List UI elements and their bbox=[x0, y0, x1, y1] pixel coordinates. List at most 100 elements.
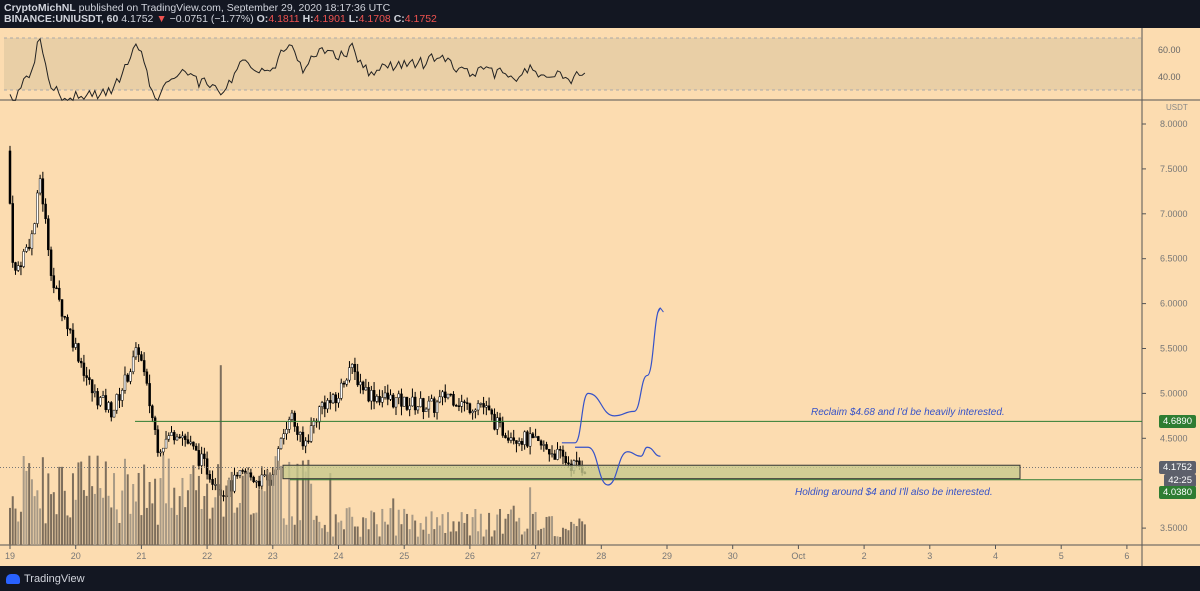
volume-bar bbox=[96, 455, 99, 545]
volume-bar bbox=[126, 474, 129, 545]
candle bbox=[30, 233, 34, 249]
candle bbox=[263, 474, 266, 476]
countdown-label: 42:25 bbox=[1164, 474, 1196, 487]
volume-bar bbox=[507, 513, 510, 545]
volume-bar bbox=[236, 507, 239, 545]
candle bbox=[389, 394, 392, 400]
volume-bar bbox=[581, 521, 584, 545]
tradingview-logo-icon[interactable] bbox=[6, 573, 20, 584]
candle bbox=[90, 379, 94, 394]
volume-bar bbox=[348, 507, 351, 545]
volume-bar bbox=[551, 516, 554, 545]
volume-bar bbox=[241, 475, 244, 545]
candle bbox=[233, 474, 236, 492]
candle bbox=[129, 371, 132, 382]
footer: TradingView bbox=[0, 566, 1200, 591]
volume-bar bbox=[167, 458, 170, 545]
volume-bar bbox=[214, 497, 217, 545]
candle bbox=[74, 343, 77, 348]
y-tick-label: 7.0000 bbox=[1160, 209, 1188, 219]
candle bbox=[279, 438, 283, 449]
volume-bar bbox=[526, 528, 529, 545]
candle bbox=[63, 316, 66, 318]
candle bbox=[44, 203, 47, 220]
volume-bar bbox=[238, 502, 241, 545]
candle bbox=[301, 431, 305, 447]
volume-bar bbox=[504, 518, 507, 545]
candle bbox=[550, 453, 554, 456]
candle bbox=[200, 453, 203, 466]
volume-bar bbox=[353, 526, 356, 545]
volume-bar bbox=[85, 495, 88, 545]
symbol[interactable]: BINANCE:UNIUSDT, 60 bbox=[4, 13, 119, 25]
candle bbox=[85, 375, 88, 378]
candle bbox=[159, 451, 162, 454]
candle bbox=[293, 412, 296, 427]
price-chart[interactable]: 8.0000 7.5000 7.0000 6.5000 6.0000 5.5000 5.00… bbox=[0, 0, 1200, 566]
candle bbox=[350, 363, 354, 368]
volume-bar bbox=[548, 516, 551, 545]
volume-bar bbox=[301, 460, 304, 545]
candle bbox=[444, 391, 447, 399]
volume-bar bbox=[359, 536, 362, 545]
brand[interactable]: TradingView bbox=[24, 572, 85, 585]
volume-bar bbox=[129, 513, 132, 545]
volume-bar bbox=[113, 473, 116, 545]
volume-bar bbox=[88, 455, 91, 545]
volume-bar bbox=[578, 518, 581, 545]
rsi-60-label: 60.00 bbox=[1158, 45, 1181, 55]
volume-bar bbox=[33, 496, 36, 545]
volume-bar bbox=[280, 465, 283, 545]
candle bbox=[19, 265, 23, 267]
candle bbox=[394, 397, 398, 408]
volume-bar bbox=[342, 529, 345, 545]
volume-bar bbox=[518, 517, 521, 545]
y-tick-label: 3.5000 bbox=[1160, 523, 1188, 533]
x-tick-label: 25 bbox=[399, 551, 409, 561]
volume-bar bbox=[148, 482, 151, 545]
candle bbox=[68, 328, 72, 331]
candle bbox=[96, 391, 99, 406]
x-tick-label: 2 bbox=[862, 551, 867, 561]
candle bbox=[49, 249, 53, 276]
volume-bar bbox=[274, 456, 277, 545]
y-tick-label: 6.5000 bbox=[1160, 254, 1188, 264]
volume-bar bbox=[570, 521, 573, 545]
high-value: 4.1901 bbox=[313, 13, 346, 25]
volume-bar bbox=[80, 461, 83, 545]
candle bbox=[25, 246, 28, 252]
holding-note: Holding around $4 and I'll also be inter… bbox=[795, 487, 993, 498]
c-label: C: bbox=[393, 13, 405, 25]
candle bbox=[33, 223, 36, 235]
volume-bar bbox=[468, 535, 471, 545]
volume-bar bbox=[493, 530, 496, 545]
volume-bar bbox=[269, 472, 272, 545]
volume-bar bbox=[436, 517, 439, 545]
candle bbox=[134, 347, 138, 358]
volume-bar bbox=[375, 524, 378, 545]
candle bbox=[66, 316, 69, 330]
volume-bar bbox=[441, 514, 444, 545]
volume-bar bbox=[25, 470, 28, 545]
volume-bar bbox=[93, 493, 96, 545]
volume-bar bbox=[22, 456, 25, 545]
volume-bar bbox=[463, 522, 466, 545]
volume-bar bbox=[332, 536, 335, 545]
candle bbox=[115, 394, 119, 411]
volume-bar bbox=[307, 459, 310, 545]
volume-bar bbox=[82, 490, 85, 545]
volume-bar bbox=[370, 510, 373, 545]
author[interactable]: CryptoMichNL bbox=[4, 2, 76, 14]
volume-bar bbox=[422, 529, 425, 545]
volume-bar bbox=[181, 477, 184, 545]
volume-bar bbox=[140, 515, 143, 545]
volume-bar bbox=[197, 475, 200, 545]
x-tick-label: 4 bbox=[993, 551, 998, 561]
volume-bar bbox=[69, 517, 72, 545]
volume-bar bbox=[123, 458, 126, 545]
x-tick-label: 5 bbox=[1059, 551, 1064, 561]
candle bbox=[58, 287, 61, 300]
volume-bar bbox=[74, 499, 77, 545]
candle bbox=[452, 393, 455, 406]
candle bbox=[79, 360, 83, 364]
